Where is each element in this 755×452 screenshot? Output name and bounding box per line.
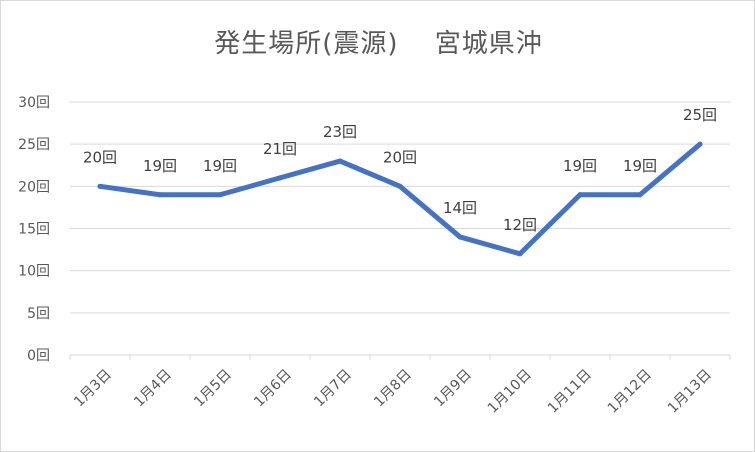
y-tick-label: 20回 <box>18 179 50 195</box>
data-point <box>277 175 283 181</box>
data-point <box>637 192 643 198</box>
x-tick-label: 1月10日 <box>485 367 535 417</box>
data-point <box>97 183 103 189</box>
data-label: 20回 <box>383 148 417 166</box>
y-tick-label: 0回 <box>27 348 50 364</box>
data-point <box>157 192 163 198</box>
y-tick-label: 10回 <box>18 264 50 280</box>
data-label: 19回 <box>623 157 657 175</box>
data-label: 23回 <box>323 123 357 141</box>
x-tick-label: 1月9日 <box>431 367 475 411</box>
x-tick-label: 1月12日 <box>605 367 655 417</box>
data-point <box>517 251 523 257</box>
data-point <box>697 141 703 147</box>
data-label: 20回 <box>83 148 117 166</box>
data-point <box>337 158 343 164</box>
chart-title: 発生場所(震源) 宮城県沖 <box>214 29 543 59</box>
y-axis-labels: 0回 5回 10回 15回 20回 25回 30回 <box>18 95 50 364</box>
x-tick-label: 1月7日 <box>311 367 355 411</box>
data-label: 19回 <box>143 157 177 175</box>
series-line <box>97 141 703 257</box>
data-label: 19回 <box>203 157 237 175</box>
data-point <box>217 192 223 198</box>
gridlines <box>69 101 731 360</box>
data-labels: 20回 19回 19回 21回 23回 20回 14回 12回 19回 19回 25回 <box>83 106 717 234</box>
data-label: 21回 <box>263 140 297 158</box>
x-tick-label: 1月11日 <box>545 367 595 417</box>
x-tick-label: 1月4日 <box>131 367 175 411</box>
x-axis-labels: 1月3日 1月4日 1月5日 1月6日 1月7日 1月8日 1月9日 1月10日 1月11日 1月… <box>71 367 715 417</box>
y-tick-label: 5回 <box>27 306 50 322</box>
data-point <box>577 192 583 198</box>
data-label: 12回 <box>503 216 537 234</box>
data-label: 25回 <box>683 106 717 124</box>
data-point <box>457 234 463 240</box>
x-tick-label: 1月5日 <box>191 367 235 411</box>
y-tick-label: 25回 <box>18 137 50 153</box>
data-label: 14回 <box>443 199 477 217</box>
x-tick-label: 1月3日 <box>71 367 115 411</box>
y-tick-label: 15回 <box>18 222 50 238</box>
x-tick-label: 1月13日 <box>665 367 715 417</box>
y-tick-label: 30回 <box>18 95 50 111</box>
data-point <box>397 183 403 189</box>
data-label: 19回 <box>563 157 597 175</box>
x-tick-label: 1月8日 <box>371 367 415 411</box>
x-tick-label: 1月6日 <box>251 367 295 411</box>
